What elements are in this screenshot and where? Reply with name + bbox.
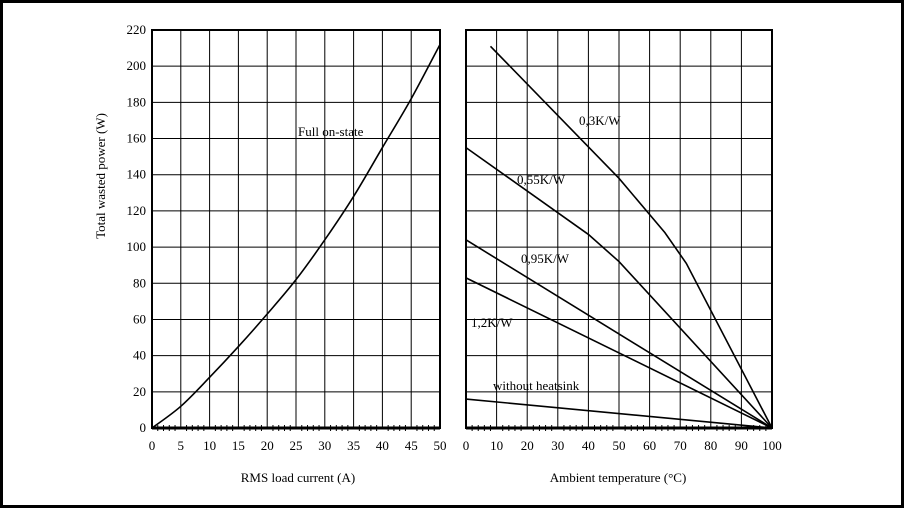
right-x-tick-label: 20 bbox=[521, 438, 534, 453]
left-tick-labels: 0 5 10 15 20 25 30 35 40 45 50 0 20 40 60 80 100 120 140 16… bbox=[127, 22, 447, 453]
left-x-tick-label: 10 bbox=[203, 438, 216, 453]
y-tick-label: 80 bbox=[133, 275, 146, 290]
right-series-line-1 bbox=[465, 146, 773, 429]
left-x-tick-label: 30 bbox=[318, 438, 331, 453]
left-x-tick-label: 25 bbox=[290, 438, 303, 453]
right-tick-labels: 0 10 20 30 40 50 60 70 80 90 100 bbox=[463, 438, 782, 453]
left-series-line-0 bbox=[151, 44, 441, 429]
right-x-tick-label: 60 bbox=[643, 438, 656, 453]
right-x-tick-label: 40 bbox=[582, 438, 595, 453]
right-series-line-0 bbox=[489, 45, 773, 429]
right-series-line-3 bbox=[465, 277, 773, 429]
full-on-state-label: Full on-state bbox=[298, 124, 364, 139]
left-x-tick-label: 50 bbox=[434, 438, 447, 453]
right-x-tick-label: 50 bbox=[613, 438, 626, 453]
left-x-tick-label: 5 bbox=[178, 438, 185, 453]
y-tick-label: 120 bbox=[127, 203, 147, 218]
y-tick-label: 0 bbox=[140, 420, 147, 435]
label-1-2kw: 1,2K/W bbox=[471, 315, 513, 330]
right-grid bbox=[465, 29, 773, 431]
left-x-tick-label: 35 bbox=[347, 438, 360, 453]
left-y-axis-title: Total wasted power (W) bbox=[93, 113, 108, 239]
left-chart: 0 5 10 15 20 25 30 35 40 45 50 0 20 40 60 80 100 120 140 16… bbox=[93, 22, 447, 485]
right-x-tick-label: 70 bbox=[674, 438, 687, 453]
y-tick-label: 60 bbox=[133, 311, 146, 326]
right-x-tick-label: 80 bbox=[704, 438, 717, 453]
y-tick-label: 180 bbox=[127, 94, 147, 109]
y-tick-label: 140 bbox=[127, 167, 147, 182]
right-x-tick-label: 30 bbox=[551, 438, 564, 453]
left-x-tick-label: 15 bbox=[232, 438, 245, 453]
y-tick-label: 40 bbox=[133, 348, 146, 363]
right-x-tick-label: 90 bbox=[735, 438, 748, 453]
label-0-3kw: 0,3K/W bbox=[579, 113, 621, 128]
right-x-tick-label: 10 bbox=[490, 438, 503, 453]
left-x-tick-label: 20 bbox=[261, 438, 274, 453]
right-x-tick-label: 0 bbox=[463, 438, 470, 453]
left-x-tick-label: 40 bbox=[376, 438, 389, 453]
left-grid bbox=[151, 29, 441, 431]
label-0-95kw: 0,95K/W bbox=[521, 251, 570, 266]
right-series bbox=[465, 45, 773, 429]
y-tick-label: 160 bbox=[127, 131, 147, 146]
right-series-line-2 bbox=[465, 239, 773, 429]
y-tick-label: 200 bbox=[127, 58, 147, 73]
right-chart: 0 10 20 30 40 50 60 70 80 90 100 Ambient temperatu… bbox=[463, 29, 782, 485]
label-0-55kw: 0,55K/W bbox=[517, 172, 566, 187]
left-series bbox=[151, 44, 441, 429]
right-x-tick-label: 100 bbox=[762, 438, 782, 453]
label-without-heatsink: without heatsink bbox=[493, 378, 580, 393]
y-tick-label: 220 bbox=[127, 22, 147, 37]
y-tick-label: 100 bbox=[127, 239, 147, 254]
y-tick-label: 20 bbox=[133, 384, 146, 399]
right-x-axis-title: Ambient temperature (°C) bbox=[550, 470, 687, 485]
left-x-tick-label: 45 bbox=[405, 438, 418, 453]
right-series-line-4 bbox=[465, 398, 773, 429]
left-x-tick-label: 0 bbox=[149, 438, 156, 453]
left-x-axis-title: RMS load current (A) bbox=[241, 470, 355, 485]
